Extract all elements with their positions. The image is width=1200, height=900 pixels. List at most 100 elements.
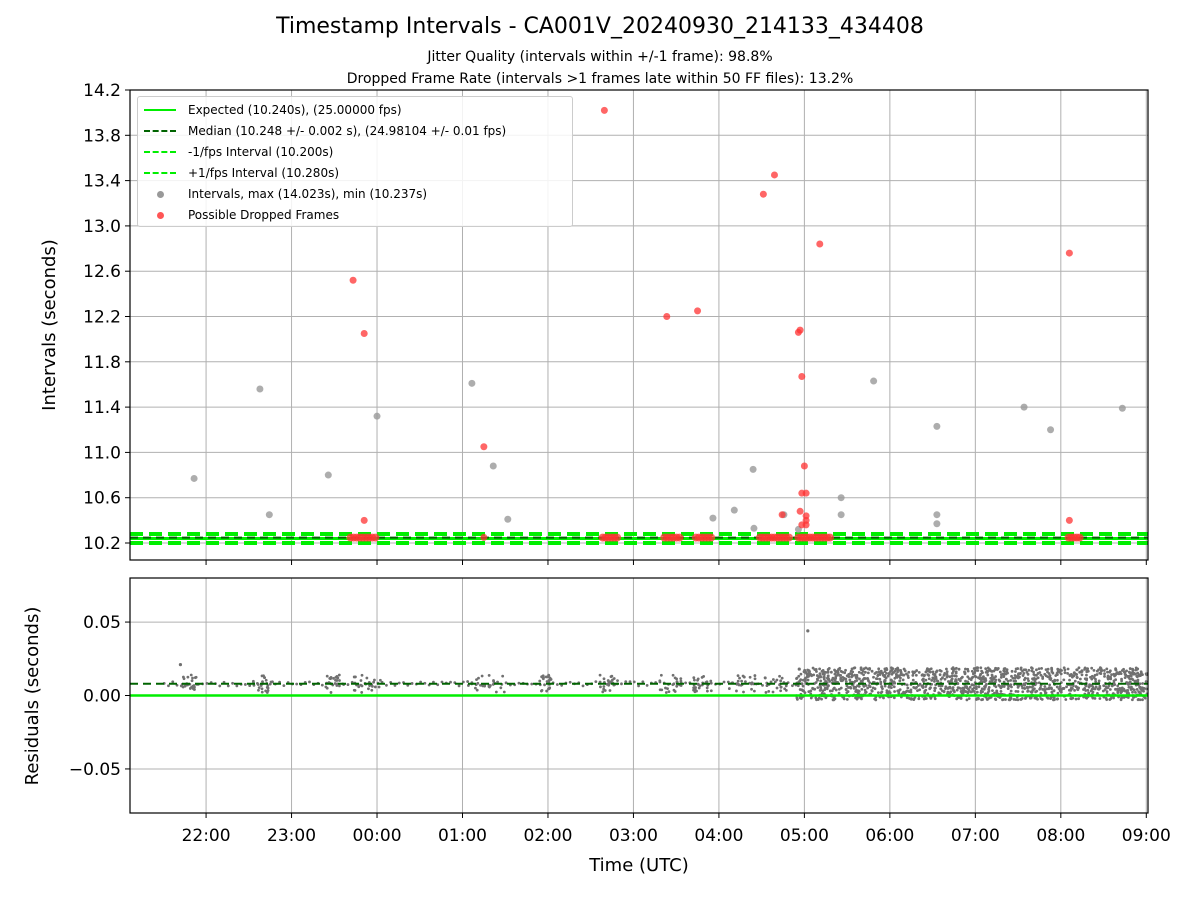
residual-point [660, 688, 664, 692]
residual-point [1092, 669, 1096, 672]
residual-point [1082, 688, 1085, 691]
top-y-ticks: 10.2 10.6 11.0 11.4 11.8 12.2 12.6 13.0 13.4 13.8… [83, 81, 130, 554]
residual-point [496, 680, 499, 684]
residual-point [837, 668, 840, 671]
residual-point [1026, 686, 1029, 690]
legend: Expected (10.240s), (25.00000 fps) Media… [137, 96, 573, 227]
residual-point [871, 686, 875, 690]
residual-point [780, 676, 784, 680]
residual-point [964, 667, 967, 671]
residual-point [666, 687, 669, 691]
residual-point [957, 667, 961, 671]
residual-point [320, 683, 324, 687]
residual-point [610, 674, 614, 678]
residual-point [1114, 678, 1118, 682]
residual-point [918, 688, 922, 692]
residual-point [1016, 690, 1020, 693]
residual-point [879, 669, 883, 673]
bottom-y-axis-label: Residuals (seconds) [22, 607, 43, 786]
residual-point [544, 675, 548, 679]
residual-point [709, 681, 713, 685]
residual-point [943, 677, 947, 681]
residual-point [178, 663, 183, 667]
residual-point [974, 687, 978, 691]
residual-point [1058, 684, 1062, 688]
residual-point [539, 689, 543, 693]
dropped-frame-point [770, 171, 778, 179]
interval-points [190, 377, 1126, 533]
residual-point [846, 690, 850, 693]
residual-point [1135, 687, 1139, 691]
residual-point [1083, 666, 1087, 670]
residual-point [826, 670, 830, 674]
residual-point [282, 684, 286, 688]
residual-point [440, 680, 444, 684]
residual-point [697, 686, 701, 690]
residual-point [671, 683, 675, 687]
residual-point [1077, 686, 1080, 690]
residual-point [1039, 697, 1043, 701]
residual-point [365, 676, 369, 680]
residual-point [1066, 667, 1070, 671]
residual-point [1042, 687, 1046, 691]
residual-point [1105, 698, 1109, 702]
residual-point [1129, 674, 1133, 678]
residual-point [803, 670, 807, 674]
residual-point [410, 682, 414, 685]
residual-point [461, 680, 465, 684]
residual-point [1139, 674, 1142, 677]
residual-point [727, 687, 731, 690]
residual-point [548, 676, 552, 680]
residual-point [542, 676, 545, 679]
residual-point [827, 684, 830, 688]
residual-point [778, 674, 781, 678]
residual-point [833, 668, 836, 672]
residual-point [1105, 690, 1109, 694]
residual-point [675, 684, 679, 688]
residual-point [974, 685, 978, 688]
residual-point [1078, 677, 1082, 681]
residual-point [1039, 686, 1042, 690]
residual-point [1068, 678, 1071, 682]
residual-point [922, 680, 925, 683]
residual-point [1075, 673, 1079, 676]
residual-point [914, 673, 918, 677]
residual-point [816, 686, 820, 690]
residual-point [827, 667, 831, 670]
residual-point [975, 698, 978, 701]
residual-point [918, 682, 922, 686]
legend-label: Expected (10.240s), (25.00000 fps) [188, 103, 402, 117]
residual-point [903, 669, 907, 673]
residual-point [1059, 672, 1063, 676]
residual-point [182, 677, 186, 681]
residual-point [748, 675, 752, 679]
residual-point [913, 670, 917, 674]
residual-point [970, 669, 974, 673]
residual-point [981, 698, 985, 701]
residual-point [1107, 684, 1111, 688]
residual-point [1011, 676, 1015, 680]
residual-point [998, 679, 1002, 683]
residual-point [820, 691, 824, 695]
residual-point [939, 687, 943, 691]
residual-point [857, 684, 861, 688]
residual-point [845, 674, 849, 678]
residual-point [905, 696, 909, 700]
residual-point [504, 681, 508, 685]
residual-point [1029, 696, 1033, 700]
residual-point [767, 689, 771, 693]
residual-point [905, 683, 909, 687]
residual-point [1014, 670, 1017, 673]
residual-point [608, 689, 612, 692]
dropped-frame-point [798, 373, 806, 381]
residual-point [1056, 667, 1060, 671]
residual-point [966, 667, 970, 671]
residual-point [1048, 683, 1052, 687]
residual-point [820, 669, 824, 673]
residual-point [897, 691, 901, 695]
interval-point [265, 511, 273, 519]
residual-point [864, 684, 868, 687]
chart-title: Timestamp Intervals - CA001V_20240930_21… [276, 14, 924, 39]
residual-point [602, 677, 606, 681]
residual-point [502, 690, 506, 694]
